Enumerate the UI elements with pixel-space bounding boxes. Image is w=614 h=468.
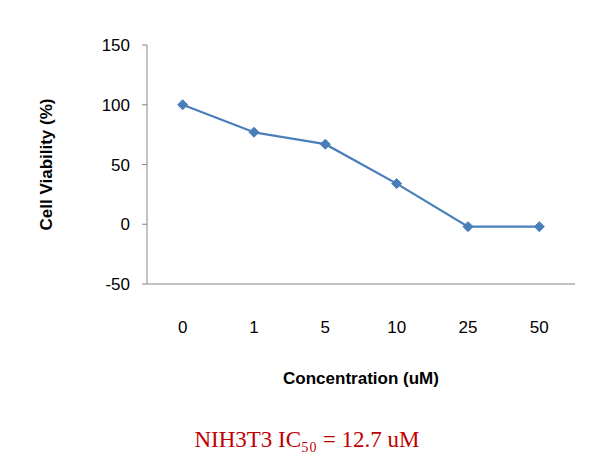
- x-tick-label: 5: [321, 318, 330, 337]
- y-tick-label: 150: [102, 36, 130, 55]
- x-axis-line: [147, 284, 575, 285]
- data-point: [534, 222, 544, 232]
- data-line: [183, 105, 540, 227]
- y-tick-label: 100: [102, 96, 130, 115]
- plot-area: [178, 100, 545, 232]
- x-tick-label: 10: [387, 318, 406, 337]
- y-tick: [142, 104, 147, 105]
- y-tick: [142, 45, 147, 46]
- y-tick: [142, 164, 147, 165]
- y-tick-label: -50: [105, 275, 130, 294]
- data-point: [463, 222, 473, 232]
- chart-container: -50 0 50 100 150 0 1 5 10 25 50 Cell Viability (%) C…: [0, 0, 614, 468]
- y-tick: [142, 224, 147, 225]
- x-tick-label: 0: [178, 318, 187, 337]
- x-axis-title: Concentration (uM): [283, 369, 439, 388]
- data-point: [249, 127, 259, 137]
- x-tick-label: 1: [249, 318, 258, 337]
- y-tick-label: 50: [111, 156, 130, 175]
- y-axis-title: Cell Viability (%): [37, 99, 56, 231]
- x-tick-label: 25: [459, 318, 478, 337]
- x-tick-label: 50: [530, 318, 549, 337]
- data-point: [392, 179, 402, 189]
- annotation: NIH3T3 IC₅₀ = 12.7 uM: [194, 427, 419, 452]
- chart-svg: -50 0 50 100 150 0 1 5 10 25 50 Cell Viability (%) C…: [0, 0, 614, 468]
- y-tick-label: 0: [121, 215, 130, 234]
- data-point: [178, 100, 188, 110]
- data-point: [320, 139, 330, 149]
- y-tick: [142, 284, 147, 285]
